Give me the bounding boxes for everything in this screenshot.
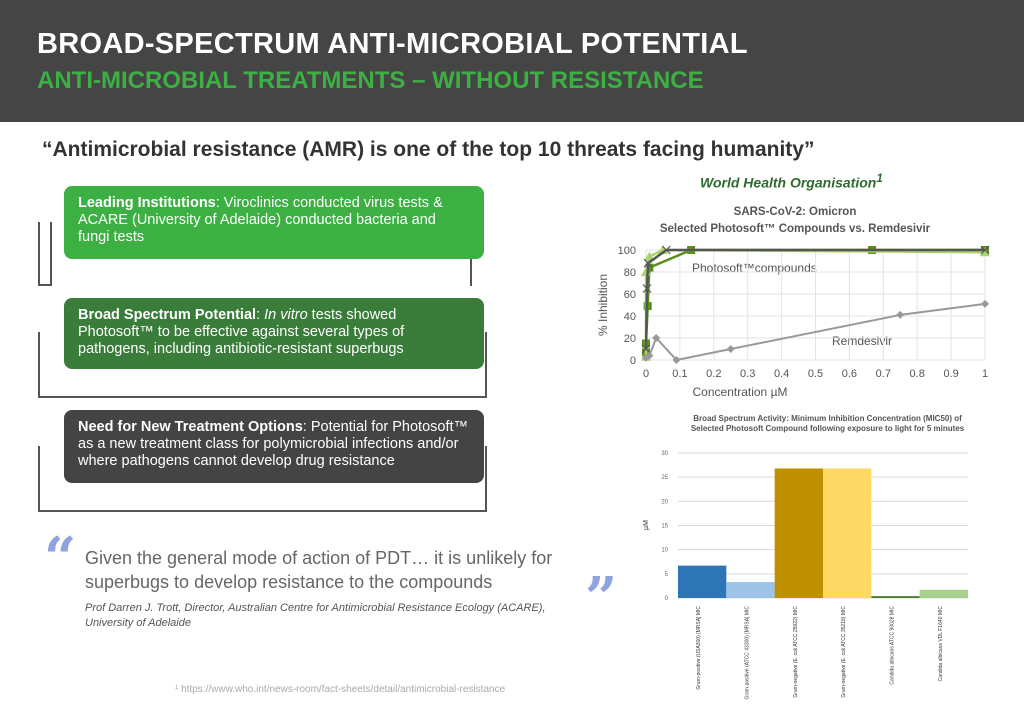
y-tick-label: 20 — [624, 333, 636, 345]
data-point — [672, 356, 681, 364]
x-tick-label: 0.7 — [876, 368, 891, 380]
line-chart-subtitle: Selected Photosoft™ Compounds vs. Remdes… — [660, 223, 931, 235]
data-point — [661, 245, 671, 255]
x-tick-label: Gram-positive (USA300) [MRSA] MIC — [696, 606, 702, 690]
y-tick-label: 100 — [618, 245, 636, 257]
x-axis-label: Concentration µM — [693, 385, 788, 399]
info-box-institutions: Leading Institutions: Viroclinics conduc… — [64, 186, 484, 259]
bar-chart-title: Broad Spectrum Activity: Minimum Inhibit… — [690, 414, 965, 433]
bar — [774, 468, 823, 598]
box-italic: In vitro — [264, 307, 308, 323]
quote-source: World Health Organisation1 — [700, 172, 883, 191]
who-quote: “Antimicrobial resistance (AMR) is one o… — [42, 138, 815, 161]
open-quote-icon: “ — [44, 525, 77, 591]
slide-title: BROAD-SPECTRUM ANTI-MICROBIAL POTENTIAL — [37, 28, 748, 60]
x-tick-label: 0.2 — [706, 368, 721, 380]
slide-subtitle: ANTI-MICROBIAL TREATMENTS – WITHOUT RESI… — [37, 67, 704, 94]
footnote-ref: 1 — [876, 172, 883, 185]
x-tick-label: Gram-negative (E. coli ATCC 25922) MIC — [793, 606, 799, 698]
quote-attribution: Prof Darren J. Trott, Director, Australi… — [85, 602, 546, 629]
x-tick-label: 0.9 — [943, 368, 958, 380]
box-frame — [38, 222, 52, 286]
header-bar — [0, 0, 1024, 122]
y-tick-label: 80 — [624, 267, 636, 279]
info-box-treatment-options: Need for New Treatment Options: Potentia… — [64, 410, 484, 483]
y-tick-label: 10 — [661, 548, 668, 554]
x-tick-label: Candida albicans ATCC 90028 MIC — [890, 606, 896, 685]
y-axis-label: % Inhibition — [596, 274, 610, 336]
y-tick-label: 15 — [661, 524, 668, 530]
box-text: : Viroclinics conducted virus tests & AC… — [78, 195, 443, 245]
line-chart-title: SARS-CoV-2: Omicron — [734, 206, 857, 218]
box-heading: Need for New Treatment Options — [78, 419, 303, 435]
x-tick-label: 0 — [643, 368, 649, 380]
box-frame — [38, 332, 487, 398]
y-tick-label: 25 — [661, 475, 668, 481]
box-text: tests showed Photosoft™ to be effective … — [78, 307, 405, 357]
box-text: : — [256, 307, 265, 323]
y-tick-label: 0 — [630, 355, 636, 367]
y-tick-label: 20 — [661, 499, 668, 505]
bar — [823, 468, 872, 598]
bar-y-axis-label: µM — [643, 520, 650, 530]
data-point — [981, 299, 989, 308]
data-point — [645, 351, 654, 360]
data-point — [980, 247, 990, 257]
data-point — [980, 245, 990, 255]
y-tick-label: 40 — [624, 311, 636, 323]
box-heading: Broad Spectrum Potential — [78, 307, 257, 323]
x-tick-label: 0.5 — [808, 368, 823, 380]
data-point — [643, 258, 653, 268]
bar — [726, 582, 775, 598]
y-tick-label: 30 — [661, 451, 668, 457]
x-tick-label: 0.4 — [774, 368, 789, 380]
x-tick-label: 0.1 — [672, 368, 687, 380]
bar — [871, 596, 920, 598]
x-tick-label: 0.8 — [910, 368, 925, 380]
x-tick-label: 0.6 — [842, 368, 857, 380]
data-point — [641, 344, 651, 354]
data-point — [645, 263, 654, 272]
x-tick-label: Gram-positive (ATCC 43300) [MRSA] MIC — [745, 606, 751, 700]
footnote: ¹ https://www.who.int/news-room/fact-she… — [175, 684, 506, 695]
y-tick-label: 0 — [665, 596, 669, 602]
box-heading: Leading Institutions — [78, 195, 216, 211]
y-tick-label: 60 — [624, 289, 636, 301]
box-text: : Potential for Photosoft™ as a new trea… — [78, 419, 469, 469]
x-tick-label: Candida albicans VDL F1640 MIC — [938, 606, 944, 682]
source-name: World Health Organisation — [700, 174, 877, 191]
data-point — [652, 334, 661, 342]
data-point — [644, 251, 655, 261]
bar — [919, 589, 968, 598]
pull-quote: Given the general mode of action of PDT…… — [85, 548, 553, 592]
data-point — [896, 310, 905, 319]
x-tick-label: Gram-negative (E. coli ATCC 35218) MIC — [841, 606, 847, 698]
info-box-broad-spectrum: Broad Spectrum Potential: In vitro tests… — [64, 298, 484, 369]
y-tick-label: 5 — [665, 572, 669, 578]
box-frame — [38, 446, 487, 512]
close-quote-icon: ” — [585, 565, 618, 631]
x-tick-label: 0.3 — [740, 368, 755, 380]
data-point — [726, 345, 735, 353]
data-point — [642, 284, 652, 293]
x-tick-label: 1 — [982, 368, 988, 380]
bar — [678, 565, 727, 598]
